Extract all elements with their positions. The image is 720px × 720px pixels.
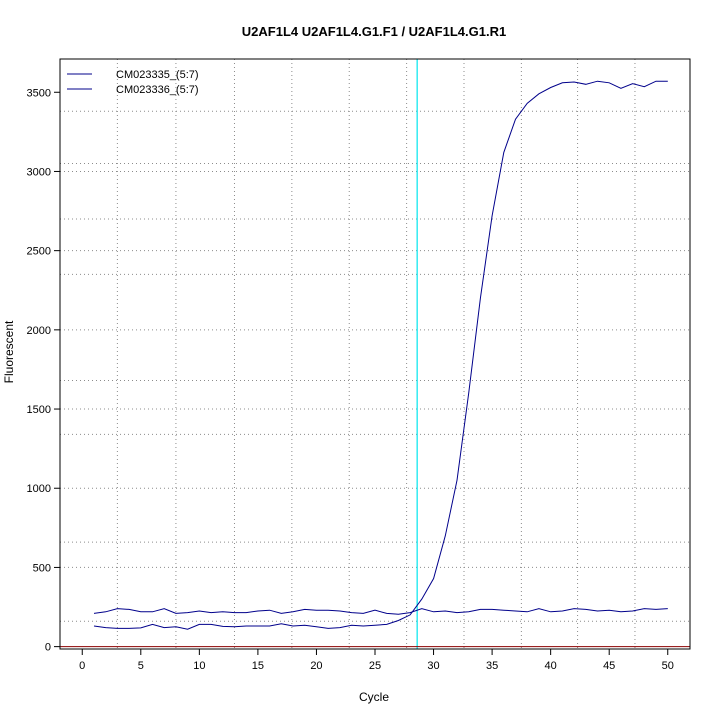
y-tick-label: 500 xyxy=(33,562,51,574)
chart-title: U2AF1L4 U2AF1L4.G1.F1 / U2AF1L4.G1.R1 xyxy=(242,24,506,39)
x-axis-label: Cycle xyxy=(359,690,389,704)
x-tick-label: 50 xyxy=(662,660,674,672)
grid xyxy=(60,59,690,649)
series-line-1 xyxy=(93,80,668,630)
x-tick-label: 5 xyxy=(138,660,144,672)
x-tick-label: 20 xyxy=(310,660,322,672)
series-line-2 xyxy=(93,608,668,615)
threshold-layer xyxy=(60,59,690,649)
x-tick-label: 15 xyxy=(252,660,264,672)
y-tick-label: 1000 xyxy=(27,483,51,495)
x-tick-label: 10 xyxy=(193,660,205,672)
plot-frame xyxy=(59,58,691,650)
y-tick-label: 2500 xyxy=(27,246,51,258)
x-tick-label: 25 xyxy=(369,660,381,672)
legend-entry-2: CM023336_(5:7) xyxy=(116,84,199,96)
x-tick-label: 30 xyxy=(427,660,439,672)
y-tick-label: 3000 xyxy=(27,166,51,178)
series-layer xyxy=(93,80,668,630)
legend-entry-1: CM023335_(5:7) xyxy=(116,69,199,81)
y-tick-label: 2000 xyxy=(27,325,51,337)
x-tick-label: 40 xyxy=(545,660,557,672)
x-tick-label: 45 xyxy=(603,660,615,672)
x-tick-label: 35 xyxy=(486,660,498,672)
y-tick-label: 0 xyxy=(45,642,51,654)
y-tick-label: 1500 xyxy=(27,404,51,416)
y-axis-label: Fluorescent xyxy=(2,320,16,383)
axes: 0 5 10 15 20 25 30 35 40 45 5005001000150020002500… xyxy=(27,58,691,672)
x-tick-label: 0 xyxy=(79,660,85,672)
y-tick-label: 3500 xyxy=(27,87,51,99)
legend: CM023335_(5:7) CM023336_(5:7) xyxy=(67,69,199,96)
